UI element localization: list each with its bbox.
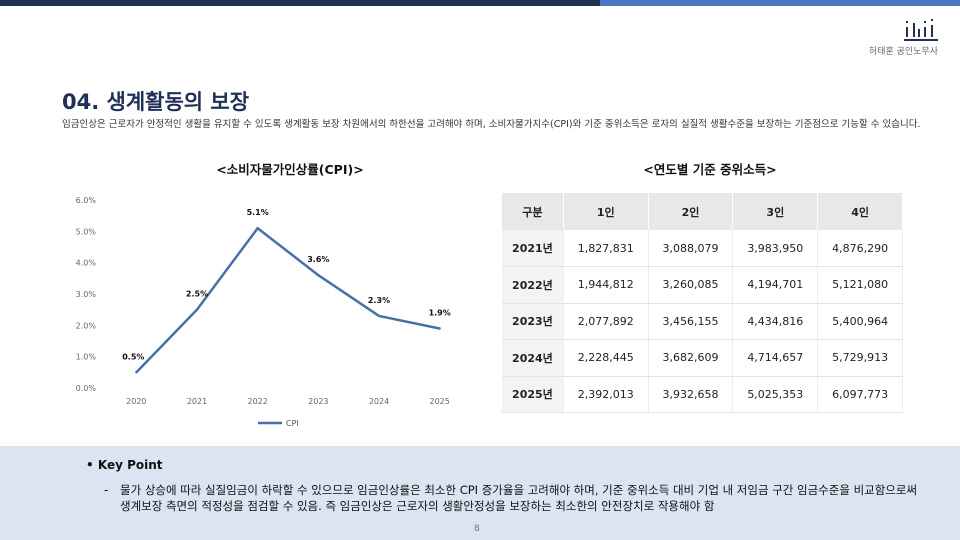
table-row: 2021년 1,827,831 3,088,079 3,983,950 4,87… bbox=[502, 230, 903, 267]
table-row: 2024년 2,228,445 3,682,609 4,714,657 5,72… bbox=[502, 339, 903, 377]
y-tick-label: 0.0% bbox=[76, 384, 97, 393]
table-cell: 1,944,812 bbox=[563, 266, 649, 304]
table-cell: 3,983,950 bbox=[732, 230, 819, 267]
chart-title: <소비자물가인상률(CPI)> bbox=[216, 162, 364, 177]
table-cell: 3,932,658 bbox=[648, 376, 734, 413]
table-cell: 5,025,353 bbox=[732, 376, 819, 413]
data-point bbox=[256, 227, 259, 230]
data-point bbox=[438, 327, 441, 330]
table-row: 2022년 1,944,812 3,260,085 4,194,701 5,12… bbox=[502, 266, 903, 304]
series-line bbox=[135, 226, 440, 374]
table-row: 2023년 2,077,892 3,456,155 4,434,816 5,40… bbox=[502, 303, 903, 340]
y-tick-label: 1.0% bbox=[76, 353, 97, 362]
data-label: 3.6% bbox=[307, 255, 329, 264]
median-income-table: 구분 1인 2인 3인 4인 2021년 1,827,831 3,088,079… bbox=[502, 193, 903, 413]
table-header-cell: 2인 bbox=[648, 193, 734, 230]
table-cell: 4,434,816 bbox=[732, 303, 819, 340]
table-header-cell: 3인 bbox=[732, 193, 819, 230]
firm-logo-icon bbox=[904, 19, 938, 41]
table-cell: 6,097,773 bbox=[817, 376, 903, 413]
table-cell-year: 2023년 bbox=[502, 303, 564, 340]
table-cell: 5,400,964 bbox=[817, 303, 903, 340]
data-point bbox=[317, 274, 320, 277]
table-header-cell: 구분 bbox=[502, 193, 564, 230]
table-cell: 2,392,013 bbox=[563, 376, 649, 413]
y-tick-label: 5.0% bbox=[76, 227, 97, 236]
key-point-box bbox=[0, 446, 960, 540]
bullet-icon: • bbox=[86, 458, 94, 472]
table-cell: 5,729,913 bbox=[817, 339, 903, 377]
y-tick-label: 4.0% bbox=[76, 259, 97, 268]
data-label: 2.3% bbox=[368, 296, 390, 305]
table-cell: 3,088,079 bbox=[648, 230, 734, 267]
cpi-line-chart: 0.0% 1.0% 2.0% 3.0% 4.0% 5.0% 6.0% 2020 2021 2022… bbox=[76, 196, 451, 428]
dash-icon: - bbox=[104, 483, 109, 497]
data-label: 1.9% bbox=[429, 308, 451, 317]
data-point bbox=[377, 314, 381, 318]
table-cell: 5,121,080 bbox=[817, 266, 903, 304]
table-cell: 4,876,290 bbox=[817, 230, 903, 267]
table-cell-year: 2021년 bbox=[502, 230, 564, 267]
top-accent-bar-light bbox=[600, 0, 960, 6]
data-point bbox=[135, 371, 138, 374]
x-tick-label: 2020 bbox=[126, 397, 146, 406]
data-label: 5.1% bbox=[247, 208, 269, 217]
firm-name: 허태훈 공인노무사 bbox=[868, 47, 938, 57]
table-cell: 4,194,701 bbox=[732, 266, 819, 304]
table-row: 2025년 2,392,013 3,932,658 5,025,353 6,09… bbox=[502, 376, 903, 413]
table-cell: 2,228,445 bbox=[563, 339, 649, 377]
table-cell: 3,456,155 bbox=[648, 303, 734, 340]
y-tick-label: 6.0% bbox=[76, 196, 97, 205]
table-title: <연도별 기준 중위소득> bbox=[643, 162, 777, 177]
page-number: 8 bbox=[474, 524, 480, 534]
x-tick-label: 2025 bbox=[429, 397, 449, 406]
key-point-text: 물가 상승에 따라 실질임금이 하락할 수 있으므로 임금인상률은 최소한 CP… bbox=[120, 483, 918, 513]
table-cell: 3,260,085 bbox=[648, 266, 734, 304]
data-label: 0.5% bbox=[122, 352, 144, 361]
page-title: 04. 생계활동의 보장 bbox=[62, 90, 250, 114]
data-point bbox=[195, 308, 199, 311]
key-point-heading: • Key Point bbox=[86, 458, 163, 472]
table-header-cell: 4인 bbox=[817, 193, 903, 230]
x-tick-label: 2024 bbox=[369, 397, 389, 406]
table-cell: 1,827,831 bbox=[563, 230, 649, 267]
y-tick-label: 2.0% bbox=[76, 321, 97, 330]
x-tick-label: 2021 bbox=[187, 397, 207, 406]
table-cell-year: 2022년 bbox=[502, 266, 564, 304]
table-cell-year: 2024년 bbox=[502, 339, 564, 377]
key-point-title: Key Point bbox=[97, 458, 163, 472]
table-cell-year: 2025년 bbox=[502, 376, 564, 413]
data-label: 2.5% bbox=[186, 290, 208, 299]
x-tick-label: 2022 bbox=[247, 397, 267, 406]
table-cell: 3,682,609 bbox=[648, 339, 734, 377]
table-cell: 2,077,892 bbox=[563, 303, 649, 340]
legend-label: CPI bbox=[286, 419, 299, 428]
y-tick-label: 3.0% bbox=[76, 290, 97, 299]
table-header-row: 구분 1인 2인 3인 4인 bbox=[502, 193, 903, 230]
top-accent-bar-dark bbox=[0, 0, 600, 6]
table-header-cell: 1인 bbox=[563, 193, 649, 230]
table-cell: 4,714,657 bbox=[732, 339, 819, 377]
intro-paragraph: 임금인상은 근로자가 안정적인 생활을 유지할 수 있도록 생계활동 보장 차원… bbox=[62, 119, 921, 130]
x-tick-label: 2023 bbox=[308, 397, 328, 406]
